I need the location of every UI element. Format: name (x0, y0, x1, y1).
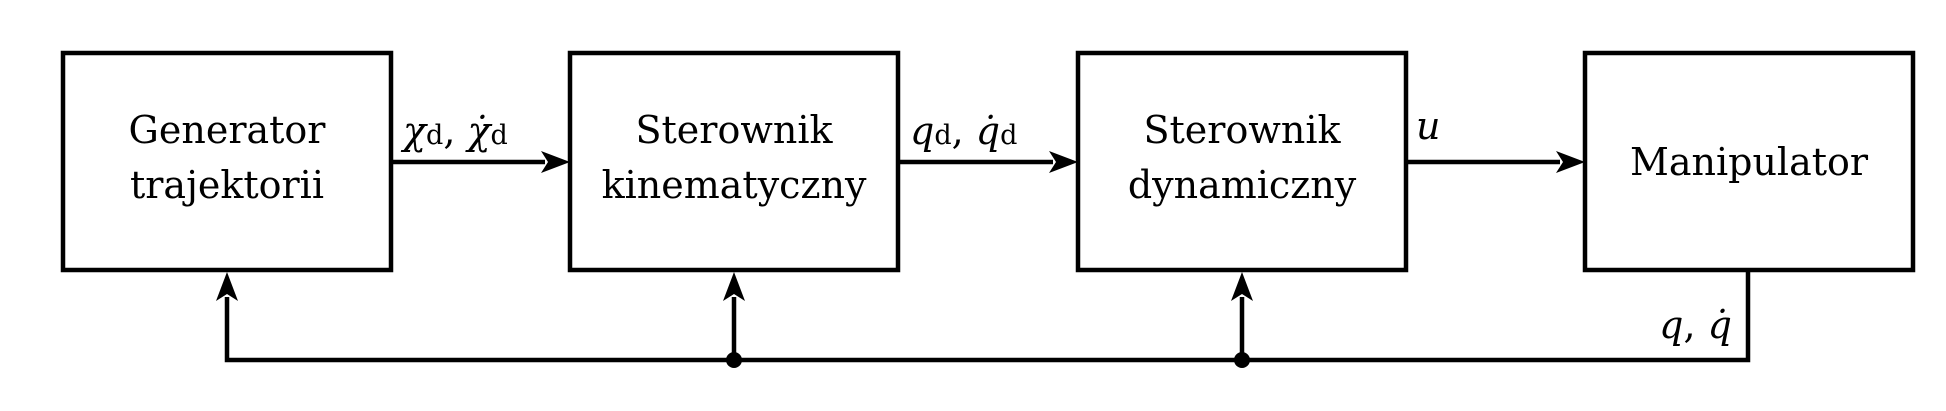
kinematic-label-line2: kinematyczny (602, 163, 867, 207)
kinematic-controller-block: Sterownik kinematyczny (567, 50, 901, 273)
feedback-path (216, 272, 1751, 368)
arrow-dynamic-to-manipulator (1408, 151, 1585, 173)
manipulator-block: Manipulator (1582, 50, 1916, 273)
dynamic-controller-block: Sterownik dynamiczny (1075, 50, 1409, 273)
signal-chi-label: χd, χ̇d (400, 109, 508, 153)
generator-label-line2: trajektorii (130, 163, 324, 207)
junction-dot (1234, 352, 1250, 368)
manipulator-label: Manipulator (1630, 140, 1869, 184)
kinematic-label-line1: Sterownik (635, 108, 833, 152)
junction-dot (726, 352, 742, 368)
generator-block: Generator trajektorii (60, 50, 394, 273)
signal-qd-label: qd, q̇d (910, 109, 1017, 153)
generator-label-line1: Generator (129, 108, 327, 152)
dynamic-label-line1: Sterownik (1143, 108, 1341, 152)
signal-u-label: u (1416, 104, 1440, 148)
dynamic-label-line2: dynamiczny (1128, 163, 1357, 207)
signal-q-feedback-label: q, q̇ (1659, 303, 1732, 347)
arrow-kinematic-to-dynamic (900, 151, 1078, 173)
arrow-generator-to-kinematic (393, 151, 570, 173)
